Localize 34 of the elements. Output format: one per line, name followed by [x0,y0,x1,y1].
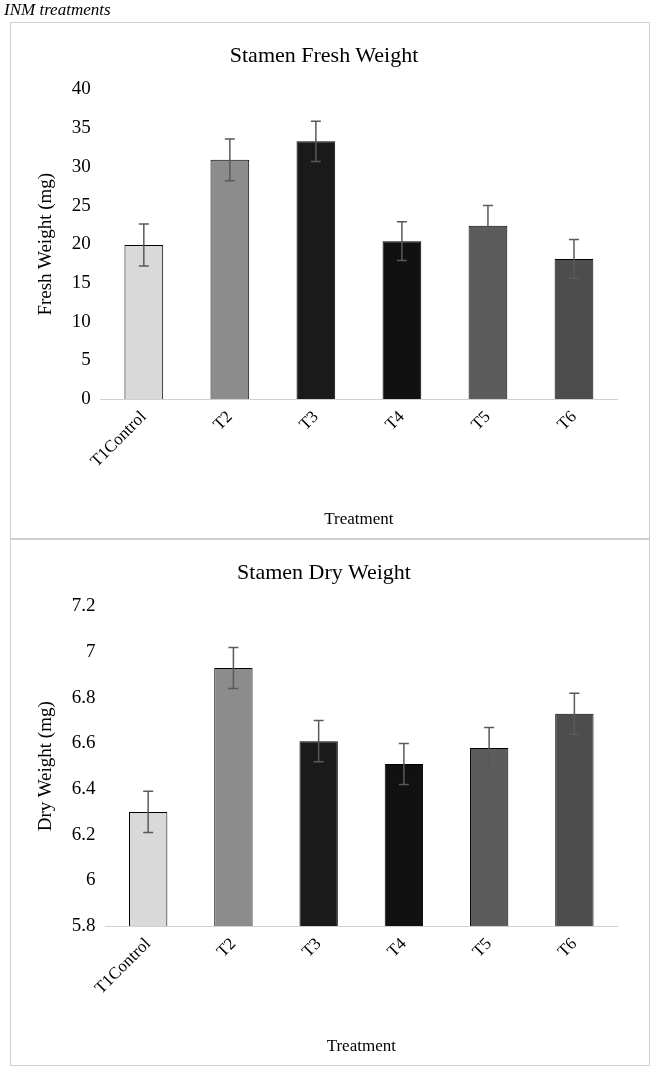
y-axis-title: Fresh Weight (mg) [34,172,57,316]
chart-title: Stamen Fresh Weight [229,41,419,67]
y-tick-label: 6.6 [71,731,96,753]
x-axis-title: Treatment [326,1036,397,1056]
y-tick-label: 15 [71,270,91,292]
y-tick-label: 25 [71,193,91,215]
x-tick-label: T5 [467,406,494,434]
text: INM treatments [4,0,112,21]
x-tick-label: T3 [297,933,325,961]
x-tick-label: T2 [209,406,236,434]
y-tick-label: 35 [71,116,91,138]
x-tick-label: T3 [295,406,322,434]
x-tick-label: T5 [468,933,496,961]
x-tick-label: T6 [553,406,580,434]
chart-title: Stamen Dry Weight [237,558,411,584]
y-tick-label: 30 [71,154,91,176]
y-tick-label: 6.4 [71,777,97,799]
y-tick-label: 6.8 [71,685,96,707]
y-tick-label: 7 [86,640,96,662]
y-tick-label: 20 [71,232,91,254]
y-tick-label: 5 [81,348,91,370]
x-tick-label: T4 [381,406,409,434]
y-tick-label: 10 [71,309,91,331]
y-tick-label: 40 [71,77,91,99]
y-tick-label: 5.8 [71,914,96,936]
y-tick-label: 0 [81,387,91,409]
x-tick-label: T2 [212,933,240,961]
x-tick-label: T4 [383,933,411,961]
y-axis-title: Dry Weight (mg) [34,701,57,832]
y-tick-label: 6.2 [71,822,96,844]
y-tick-label: 7.2 [71,594,96,616]
y-tick-label: 6 [86,868,96,890]
x-axis-title: Treatment [324,509,394,529]
x-tick-label: T6 [553,933,581,961]
